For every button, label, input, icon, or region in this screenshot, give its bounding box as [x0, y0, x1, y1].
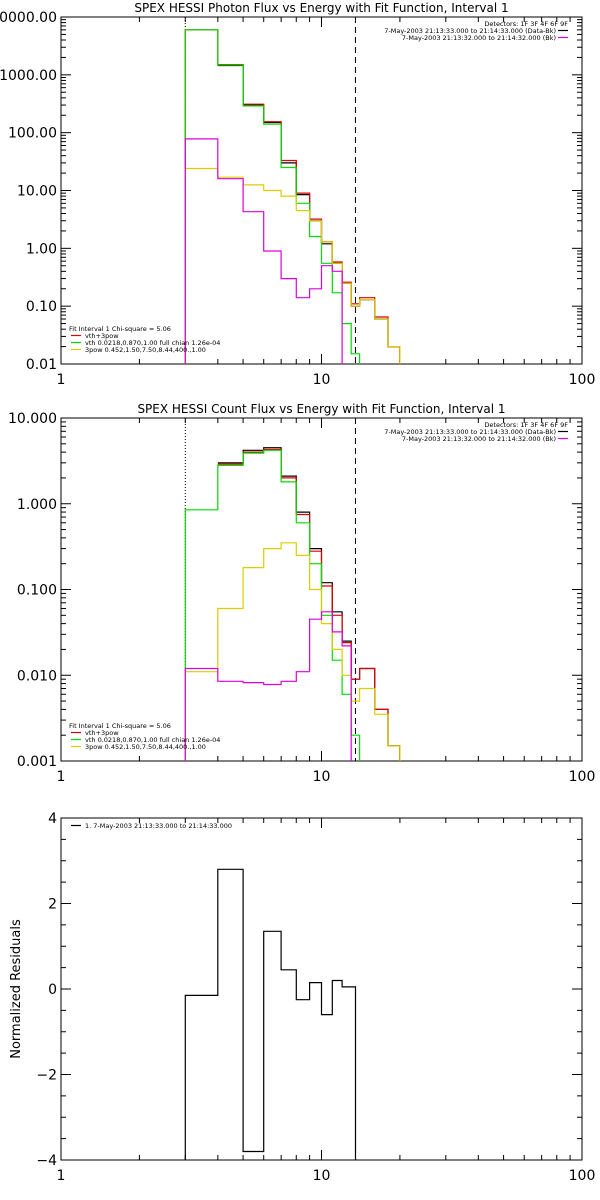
y-tick-label: 10.000: [8, 411, 57, 427]
time-range-label: 7-May-2003 21:13:32.000 to 21:14:32.000 …: [402, 34, 556, 42]
y-tick-label: 4: [48, 811, 57, 827]
legend-entry: 3pow 0.452,1.50,7.50,8.44,400.,1.00: [85, 346, 206, 354]
fit-legend-header: Fit Interval 1 Chi-square = 5.06: [69, 325, 171, 333]
y-tick-label: 0.01: [26, 357, 57, 373]
y-tick-label: 10000.00: [0, 10, 57, 26]
time-range-label: 7-May-2003 21:13:32.000 to 21:14:32.000 …: [402, 435, 556, 443]
series-4-histogram: [184, 167, 401, 364]
legend-entry: 3pow 0.452,1.50,7.50,8.44,400.,1.00: [85, 743, 206, 751]
y-tick-label: 100.00: [8, 126, 57, 142]
y-tick-label: 2: [48, 897, 57, 913]
y-tick-label: 1.00: [26, 241, 57, 257]
series-2-histogram: [217, 448, 401, 761]
detectors-label: Detectors: 1F 3F 4F 6F 9F: [484, 20, 568, 28]
series-1-histogram: [184, 868, 357, 1160]
y-tick-label: 1000.00: [0, 68, 57, 84]
legend-entry: vth 0.0218,0.870,1.00 full chian 1.26e-0…: [85, 339, 220, 347]
fit-legend-header: Fit Interval 1 Chi-square = 5.06: [69, 722, 171, 730]
x-tick-label: 10: [313, 372, 331, 388]
legend-entry: vth+3pow: [85, 729, 119, 737]
y-axis-label: Normalized Residuals: [9, 919, 24, 1059]
x-tick-label: 100: [569, 769, 596, 785]
legend-entry: 1. 7-May-2003 21:13:33.000 to 21:14:33.0…: [85, 822, 232, 830]
y-tick-label: 0.001: [17, 754, 57, 770]
y-tick-label: 0.010: [17, 668, 57, 684]
time-range-label: 7-May-2003 21:13:33.000 to 21:14:33.000 …: [384, 27, 556, 35]
y-tick-label: 0: [48, 982, 57, 998]
y-tick-label: 1.000: [17, 497, 57, 513]
chart-1: SPEX HESSI Photon Flux vs Energy with Fi…: [0, 1, 595, 388]
x-tick-label: 1: [57, 769, 66, 785]
plot-frame: [60, 16, 583, 365]
x-tick-label: 10: [313, 769, 331, 785]
chart-2: SPEX HESSI Count Flux vs Energy with Fit…: [8, 402, 595, 785]
detectors-label: Detectors: 1F 3F 4F 6F 9F: [484, 421, 568, 429]
series-1-histogram: [217, 447, 401, 761]
chart-3: Normalized Residuals 1 10 100 −4 −2 0 2 4 1. 7-Ma…: [9, 811, 595, 1184]
series-4-histogram: [184, 542, 401, 761]
series-1-histogram: [217, 64, 401, 364]
y-tick-label: 10.00: [17, 184, 57, 200]
y-tick-label: 0.10: [26, 299, 57, 315]
x-tick-label: 1: [57, 1168, 66, 1184]
y-tick-label: −4: [36, 1153, 57, 1169]
y-tick-label: −2: [36, 1068, 57, 1084]
legend-entry: vth 0.0218,0.870,1.00 full chian 1.26e-0…: [85, 736, 220, 744]
series-5-histogram: [184, 611, 352, 761]
series-3-histogram: [184, 449, 361, 761]
legend-entry: vth+3pow: [85, 332, 119, 340]
x-tick-label: 100: [569, 372, 596, 388]
series-5-histogram: [184, 138, 343, 364]
time-range-label: 7-May-2003 21:13:33.000 to 21:14:33.000 …: [384, 428, 556, 436]
x-tick-label: 10: [313, 1168, 331, 1184]
series-3-histogram: [184, 29, 361, 364]
y-tick-label: 0.100: [17, 583, 57, 599]
chart-title: SPEX HESSI Photon Flux vs Energy with Fi…: [134, 1, 508, 15]
x-tick-label: 100: [569, 1168, 596, 1184]
series-2-histogram: [184, 29, 401, 364]
chart-title: SPEX HESSI Count Flux vs Energy with Fit…: [137, 402, 505, 416]
x-tick-label: 1: [57, 372, 66, 388]
